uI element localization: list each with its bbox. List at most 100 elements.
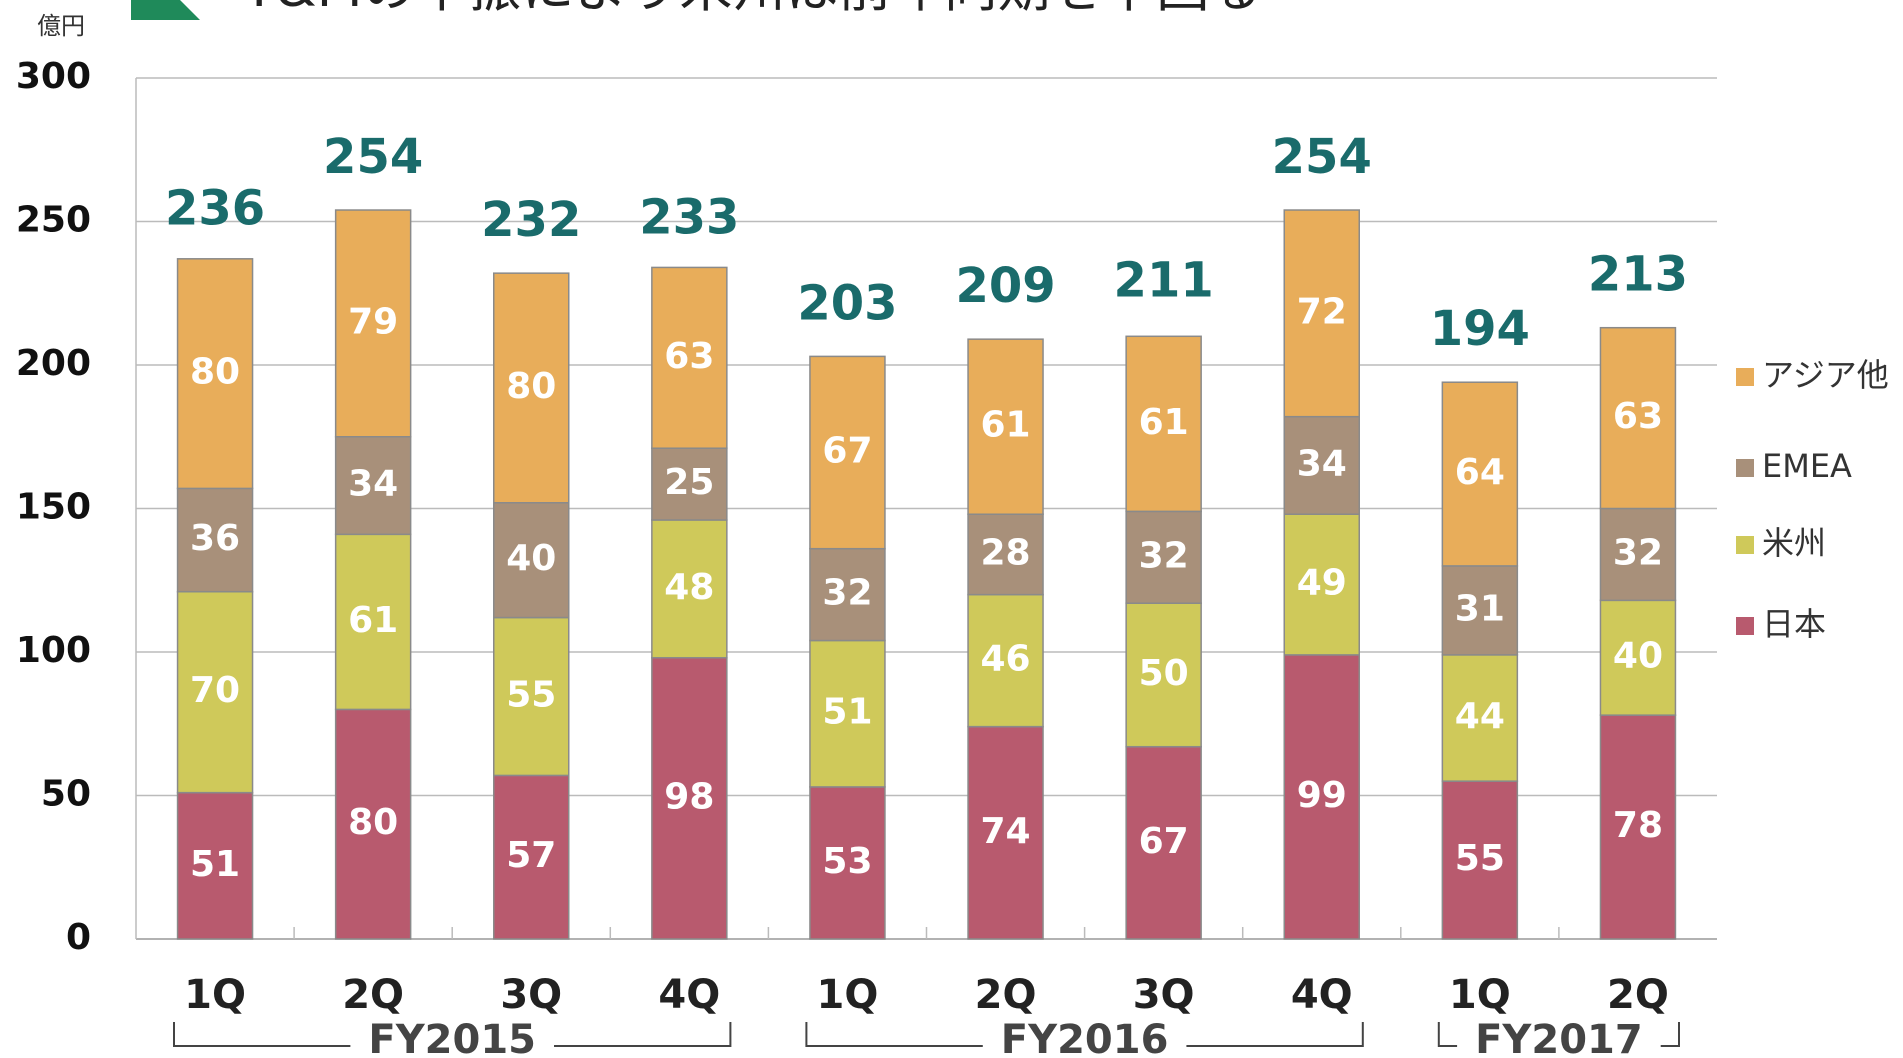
bar-segment	[1283, 209, 1360, 418]
value-label: 53	[822, 841, 872, 882]
bar-segment	[651, 266, 728, 449]
value-label: 51	[822, 692, 872, 733]
bar-segment	[1441, 654, 1519, 782]
group-bracket	[173, 1022, 732, 1047]
bar-segment	[493, 616, 570, 777]
total-label: 209	[955, 258, 1055, 314]
bar-segment	[1599, 714, 1677, 940]
group-label: FY2015	[368, 1017, 536, 1058]
x-tick-label: 1Q	[817, 972, 879, 1018]
total-label: 232	[481, 192, 581, 248]
bar-segment	[176, 590, 254, 794]
bar-segment	[1283, 513, 1360, 656]
bar-segment	[1599, 599, 1677, 716]
legend-label: 米州	[1762, 524, 1826, 562]
value-label: 46	[980, 639, 1030, 680]
bar-segment	[967, 725, 1044, 940]
value-label: 61	[1139, 402, 1189, 443]
x-tick-label: 4Q	[658, 972, 720, 1018]
value-label: 61	[348, 600, 398, 641]
bar-segment	[1441, 780, 1519, 940]
y-tick-label: 300	[16, 56, 91, 97]
bar-segment	[1599, 326, 1677, 510]
bar-segment	[1441, 381, 1519, 567]
bar-segment	[1125, 745, 1202, 940]
value-label: 80	[348, 802, 398, 843]
y-tick-label: 100	[16, 630, 91, 671]
bar-segment	[1125, 335, 1202, 513]
x-tick-label: 1Q	[1449, 972, 1511, 1018]
value-label: 25	[664, 462, 714, 503]
y-tick-label: 200	[16, 343, 91, 384]
value-label: 74	[980, 811, 1030, 852]
value-label: 63	[1613, 396, 1663, 437]
y-tick-label: 150	[16, 487, 91, 528]
bar-segment	[967, 513, 1044, 596]
bar-segment	[967, 338, 1044, 515]
bar-segment	[334, 708, 412, 940]
group-bracket	[1437, 1022, 1680, 1047]
value-label: 61	[980, 405, 1030, 446]
bar-segment	[1283, 415, 1360, 515]
value-label: 72	[1297, 291, 1347, 332]
total-label: 254	[323, 129, 423, 185]
legend-swatch	[1736, 536, 1754, 554]
value-label: 40	[1613, 636, 1663, 677]
x-tick-label: 1Q	[184, 972, 246, 1018]
bar-segment	[493, 272, 570, 504]
value-label: 57	[506, 835, 556, 876]
total-label: 211	[1114, 252, 1214, 308]
unit-label: 億円	[37, 12, 85, 40]
legend-label: EMEA	[1762, 447, 1852, 485]
bar-segment	[493, 774, 570, 940]
value-label: 80	[506, 366, 556, 407]
bar-segment	[176, 487, 254, 593]
value-label: 31	[1455, 588, 1505, 629]
group-bracket	[805, 1022, 1364, 1047]
value-label: 63	[664, 336, 714, 377]
total-label: 254	[1272, 129, 1372, 185]
bar-segment	[809, 355, 886, 550]
bar-segment	[651, 656, 728, 940]
total-label: 236	[165, 181, 265, 237]
value-label: 50	[1139, 653, 1189, 694]
bar-segment	[1125, 510, 1202, 604]
bar-segment	[334, 209, 412, 438]
total-label: 194	[1430, 301, 1530, 357]
total-label: 213	[1588, 247, 1688, 303]
bar-segment	[651, 447, 728, 521]
bar-segment	[809, 547, 886, 642]
bar-segment	[1599, 507, 1677, 602]
x-tick-label: 3Q	[500, 972, 562, 1018]
value-label: 34	[348, 464, 398, 505]
value-label: 40	[506, 538, 556, 579]
value-label: 48	[664, 567, 714, 608]
bar-segment	[176, 791, 254, 940]
value-label: 44	[1455, 696, 1505, 737]
bar-segment	[176, 258, 254, 490]
total-label: 233	[639, 189, 739, 245]
legend-swatch	[1736, 368, 1754, 386]
value-label: 79	[348, 301, 398, 342]
value-label: 67	[822, 431, 872, 472]
value-label: 99	[1297, 775, 1347, 816]
y-tick-label: 250	[16, 200, 91, 241]
legend-swatch	[1736, 459, 1754, 477]
total-label: 203	[797, 275, 897, 331]
x-tick-label: 4Q	[1291, 972, 1353, 1018]
value-label: 67	[1139, 821, 1189, 862]
value-label: 36	[190, 518, 240, 559]
legend-label: 日本	[1762, 605, 1826, 643]
bar-segment	[809, 639, 886, 788]
value-label: 98	[664, 776, 714, 817]
value-label: 34	[1297, 443, 1347, 484]
legend-label: アジア他	[1762, 356, 1889, 394]
value-label: 64	[1455, 452, 1505, 493]
group-label: FY2017	[1475, 1017, 1643, 1058]
x-tick-label: 2Q	[975, 972, 1037, 1018]
bar-segment	[1441, 565, 1519, 656]
bar-segment	[334, 533, 412, 711]
x-tick-label: 3Q	[1133, 972, 1195, 1018]
value-label: 55	[1455, 838, 1505, 879]
